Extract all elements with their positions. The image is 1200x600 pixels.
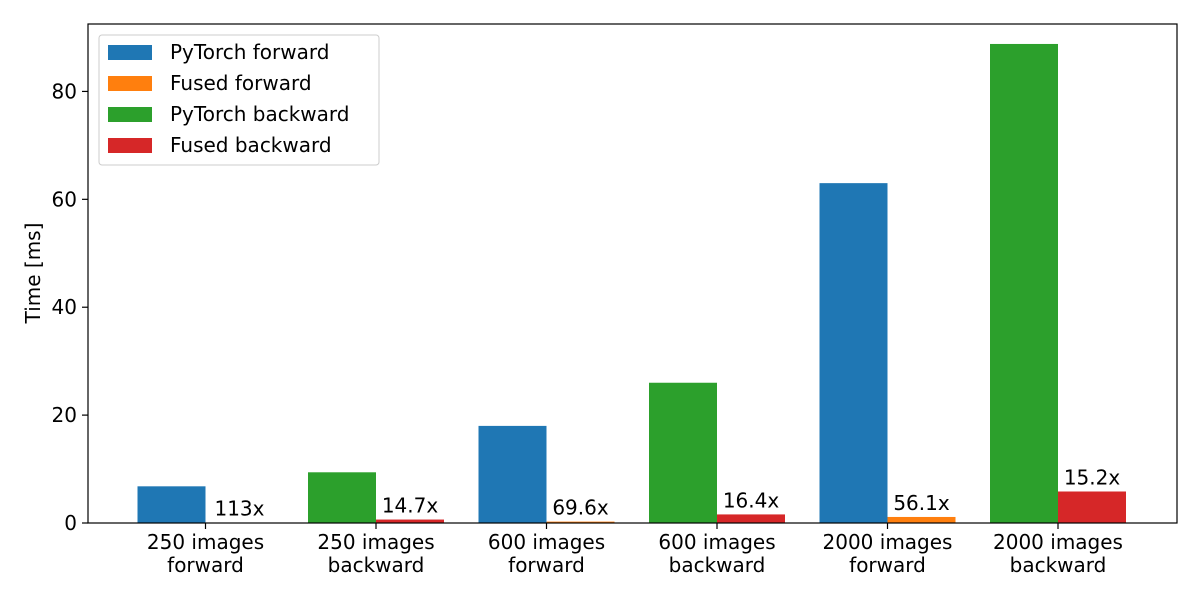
y-axis-title: Time [ms] [21,223,45,325]
y-tick-label: 60 [52,187,77,211]
speedup-label: 56.1x [893,491,950,515]
x-tick-label: backward [1010,553,1107,577]
plot-frame [87,23,1178,524]
speedup-label: 15.2x [1064,465,1121,489]
speedup-label: 69.6x [552,496,609,520]
x-tick-label: 2000 images [823,530,953,554]
x-tick-label: forward [508,553,585,577]
speedup-label: 14.7x [382,494,439,518]
x-tick-label: 2000 images [993,530,1123,554]
legend-frame [98,34,380,166]
legend-label: PyTorch backward [170,102,349,126]
x-tick-label: forward [849,553,926,577]
legend-swatch [108,45,152,60]
x-tick-label: forward [167,553,244,577]
y-axis: 0 20 40 60 80 [52,79,88,535]
x-tick-label: 250 images [317,530,434,554]
y-tick-label: 40 [52,295,77,319]
x-tick-label: 600 images [488,530,605,554]
x-tick-label: 600 images [658,530,775,554]
legend-swatch [108,107,152,122]
y-tick-label: 80 [52,79,77,103]
bar [717,514,785,523]
bar [376,519,444,523]
x-tick-label: 250 images [147,530,264,554]
speedup-label: 16.4x [723,488,780,512]
speedup-annotations: 113x 14.7x 69.6x 16.4x 56.1x 15.2x [214,465,1120,520]
bar [137,486,206,523]
legend-swatch [108,138,152,153]
bar [990,43,1058,524]
bar [649,382,717,523]
x-tick-label: backward [669,553,766,577]
bar [1058,491,1126,523]
x-tick-label: backward [328,553,425,577]
legend-label: Fused backward [170,133,332,157]
legend-label: PyTorch forward [170,40,329,64]
legend-swatch [108,76,152,91]
bar [478,425,547,523]
y-tick-label: 0 [64,511,77,535]
bar [887,516,956,523]
bar [546,521,615,523]
bar [819,183,888,523]
bar [308,472,376,523]
legend-label: Fused forward [170,71,312,95]
bars-layer [137,43,1126,524]
y-tick-label: 20 [52,403,77,427]
speedup-label: 113x [214,497,264,521]
legend: PyTorch forward Fused forward PyTorch back… [98,34,380,166]
